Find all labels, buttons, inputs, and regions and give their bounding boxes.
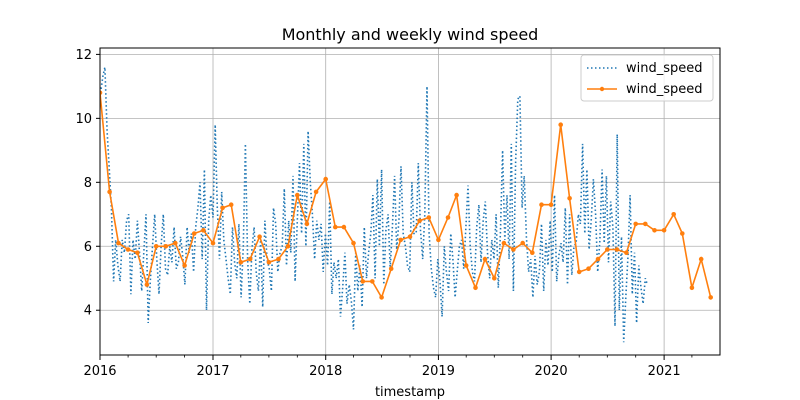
legend: wind_speed wind_speed [580, 54, 714, 102]
monthly-point [313, 189, 319, 195]
monthly-point [511, 247, 516, 252]
monthly-point [520, 240, 525, 246]
monthly-point [304, 221, 310, 227]
monthly-point [144, 282, 150, 287]
monthly-point [407, 234, 413, 239]
monthly-point [539, 202, 544, 207]
monthly-point [501, 240, 507, 246]
monthly-point [379, 295, 384, 300]
monthly-point [492, 276, 497, 281]
legend-label-weekly: wind_speed [626, 61, 703, 76]
series-line-weekly [100, 67, 649, 343]
monthly-point [689, 285, 695, 291]
monthly-point [586, 266, 591, 272]
monthly-point [567, 196, 572, 201]
monthly-point [605, 247, 610, 252]
monthly-point [398, 237, 404, 243]
y-tick-label: 8 [84, 176, 92, 191]
monthly-point [463, 263, 469, 268]
monthly-point [173, 240, 178, 246]
x-tick-label: 2017 [196, 364, 229, 379]
monthly-point [454, 192, 459, 198]
monthly-point [482, 256, 488, 262]
x-axis-label: timestamp [375, 385, 445, 400]
x-tick-label: 2018 [309, 364, 342, 379]
monthly-point [201, 228, 206, 233]
monthly-point [228, 202, 234, 207]
monthly-point [576, 269, 582, 275]
monthly-point [360, 279, 366, 284]
monthly-point [661, 228, 667, 233]
legend-label-monthly: wind_speed [626, 82, 703, 97]
monthly-point [220, 205, 225, 211]
legend-marker-monthly [599, 86, 605, 92]
monthly-point [473, 285, 478, 291]
monthly-point [652, 228, 657, 233]
monthly-point [107, 189, 112, 195]
x-tick-label: 2019 [422, 364, 455, 379]
chart-title: Monthly and weekly wind speed [282, 25, 539, 44]
y-tick-label: 4 [84, 304, 92, 319]
axes-layer: 4 6 8 10 12 2016 2017 2018 2019 2020 2021 [75, 48, 693, 379]
monthly-point [708, 295, 713, 300]
monthly-point [191, 231, 197, 236]
monthly-point [417, 218, 422, 223]
monthly-point [426, 215, 432, 220]
monthly-point [247, 256, 253, 262]
x-tick-label: 2016 [83, 364, 116, 379]
monthly-point [595, 256, 601, 262]
monthly-point [295, 192, 300, 198]
monthly-point [285, 244, 291, 249]
monthly-point [210, 240, 216, 246]
x-tick-label: 2021 [648, 364, 681, 379]
monthly-point [116, 240, 121, 246]
monthly-point [163, 244, 169, 249]
x-tick-label: 2020 [535, 364, 568, 379]
monthly-point [614, 247, 620, 252]
monthly-point [530, 250, 535, 255]
monthly-point [351, 240, 356, 246]
monthly-point [558, 122, 563, 127]
monthly-point [633, 221, 638, 227]
monthly-point [624, 250, 629, 255]
monthly-point [388, 266, 394, 272]
monthly-point [341, 224, 347, 230]
series-line-monthly [100, 92, 712, 300]
monthly-point [125, 247, 131, 252]
y-tick-label: 12 [75, 48, 92, 63]
monthly-point [643, 221, 648, 227]
monthly-point [153, 244, 159, 249]
monthly-point [100, 90, 103, 96]
monthly-point [680, 231, 685, 236]
monthly-point [333, 224, 338, 230]
monthly-point [370, 279, 375, 284]
monthly-point [671, 212, 676, 217]
y-tick-label: 6 [84, 240, 92, 255]
monthly-point [266, 260, 272, 265]
monthly-point [135, 250, 140, 255]
monthly-point [323, 176, 329, 182]
y-tick-label: 10 [75, 112, 92, 127]
monthly-point [548, 202, 554, 207]
monthly-point [238, 260, 244, 265]
monthly-point [445, 215, 451, 220]
monthly-point [698, 256, 704, 262]
series-layer [100, 67, 713, 343]
monthly-point [182, 263, 187, 268]
monthly-point [436, 237, 441, 243]
monthly-point [257, 234, 262, 239]
monthly-point [276, 256, 281, 262]
